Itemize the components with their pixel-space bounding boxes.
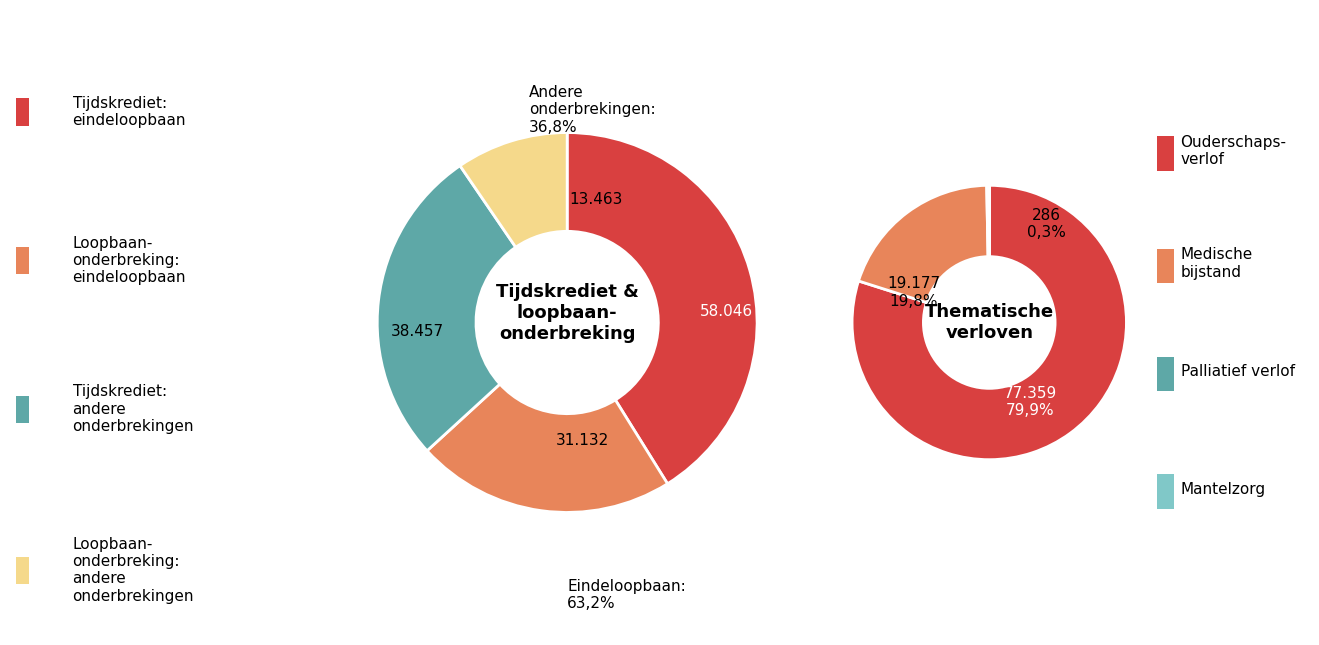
Wedge shape: [567, 133, 757, 484]
FancyBboxPatch shape: [1158, 357, 1174, 391]
Text: 58.046: 58.046: [700, 304, 753, 319]
FancyBboxPatch shape: [16, 247, 29, 274]
Text: Loopbaan-
onderbreking:
eindeloopbaan: Loopbaan- onderbreking: eindeloopbaan: [73, 235, 186, 286]
Text: 77.359
79,9%: 77.359 79,9%: [1004, 386, 1057, 418]
Wedge shape: [987, 185, 989, 257]
Text: Thematische
verloven: Thematische verloven: [925, 303, 1054, 342]
Text: Tijdskrediet:
eindeloopbaan: Tijdskrediet: eindeloopbaan: [73, 95, 186, 128]
Text: 19.177
19,8%: 19.177 19,8%: [888, 276, 940, 308]
FancyBboxPatch shape: [1158, 136, 1174, 170]
Wedge shape: [427, 384, 667, 512]
FancyBboxPatch shape: [16, 557, 29, 584]
Text: Loopbaan-
onderbreking:
andere
onderbrekingen: Loopbaan- onderbreking: andere onderbrek…: [73, 537, 194, 604]
FancyBboxPatch shape: [1158, 475, 1174, 509]
Text: Medische
bijstand: Medische bijstand: [1181, 248, 1253, 280]
FancyBboxPatch shape: [16, 395, 29, 423]
Wedge shape: [377, 166, 516, 451]
Wedge shape: [460, 133, 567, 247]
Text: Tijdskrediet &
loopbaan-
onderbreking: Tijdskrediet & loopbaan- onderbreking: [496, 283, 638, 342]
Wedge shape: [852, 185, 1126, 460]
Text: 286
0,3%: 286 0,3%: [1028, 208, 1066, 240]
FancyBboxPatch shape: [16, 98, 29, 126]
FancyBboxPatch shape: [1158, 249, 1174, 283]
Text: Eindeloopbaan:
63,2%: Eindeloopbaan: 63,2%: [567, 579, 686, 611]
Text: Andere
onderbrekingen:
36,8%: Andere onderbrekingen: 36,8%: [529, 85, 656, 135]
Text: 38.457: 38.457: [390, 324, 443, 339]
Text: Palliatief verlof: Palliatief verlof: [1181, 364, 1294, 379]
Text: Tijdskrediet:
andere
onderbrekingen: Tijdskrediet: andere onderbrekingen: [73, 384, 194, 434]
Text: Ouderschaps-
verlof: Ouderschaps- verlof: [1181, 135, 1286, 167]
Wedge shape: [859, 185, 988, 303]
Text: 31.132: 31.132: [555, 433, 609, 448]
Text: Mantelzorg: Mantelzorg: [1181, 482, 1266, 497]
Text: 13.463: 13.463: [568, 192, 623, 206]
